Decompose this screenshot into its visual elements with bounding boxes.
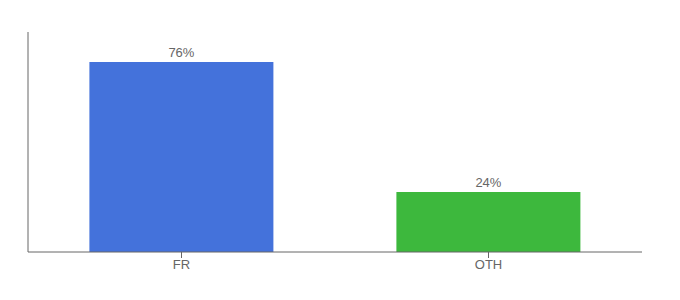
svg-text:24%: 24% (475, 175, 501, 190)
svg-text:76%: 76% (168, 45, 194, 60)
svg-text:OTH: OTH (475, 257, 502, 272)
svg-text:FR: FR (173, 257, 190, 272)
